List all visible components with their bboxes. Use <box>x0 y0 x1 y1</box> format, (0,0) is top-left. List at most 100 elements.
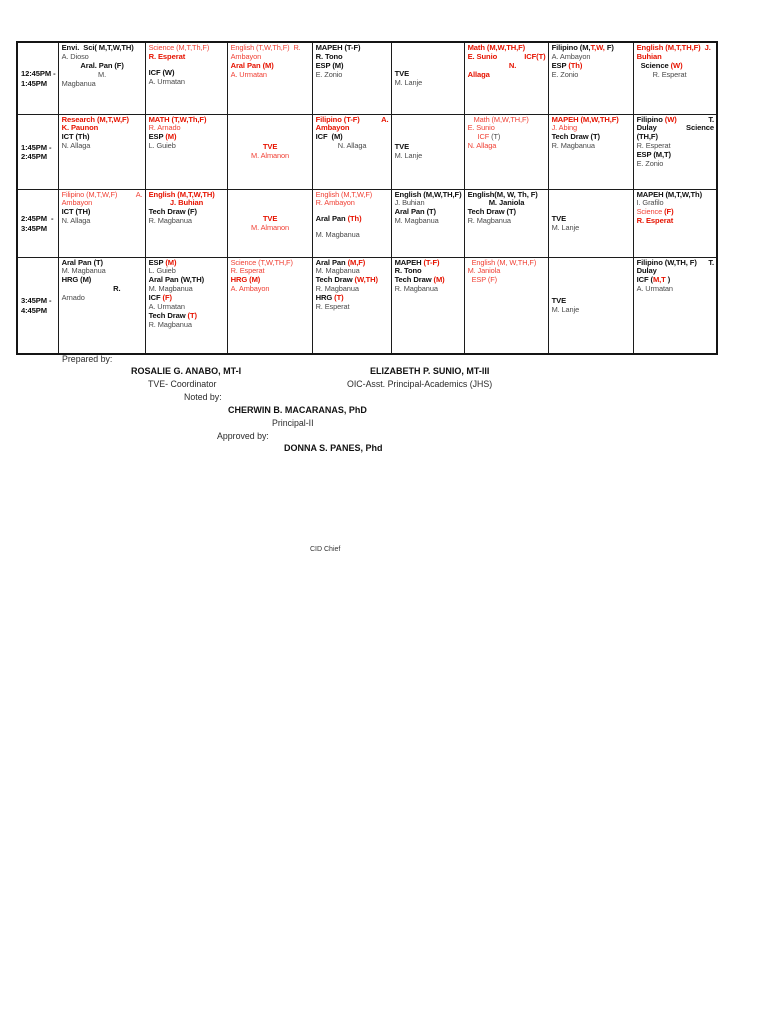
schedule-cell: English (M,T,W,F) R. Ambayon Aral Pan (Th)… <box>311 188 392 258</box>
noted-title: Principal-II <box>272 418 314 428</box>
schedule-cell: Science (M,T,Th,F) R. Esperat ICF (W) A. Ur… <box>144 41 228 115</box>
cell-line: Magbanua <box>62 79 143 89</box>
cell-text: English (T,W,Th,F) R. <box>230 43 301 52</box>
cell-text: Aral Pan <box>315 214 348 224</box>
cell-text: English(M, W, Th, F) <box>467 189 538 199</box>
cell-line: Aral. Pan (F) <box>62 61 143 71</box>
cell-text-group: Filipino (W,TH, F) <box>636 257 697 268</box>
cell-text: ICF <box>477 132 492 142</box>
cell-text: K. Paunon <box>61 123 99 133</box>
cell-text: R. Esperat <box>636 216 674 226</box>
schedule-cell: TVE M. Almanon <box>226 188 313 258</box>
cell-text: M. Lanje <box>551 304 580 314</box>
cell-line: M. Magbanua <box>316 266 389 276</box>
schedule-cell: TVE M. Lanje <box>547 256 634 355</box>
cell-line: Science (M,T,Th,F) <box>149 43 225 53</box>
cell-text: Math (M,W,TH,F) <box>473 114 529 124</box>
cell-text: (M,F) <box>347 257 366 267</box>
cell-line: Allaga <box>468 70 546 80</box>
cell-text: A. Ambayon <box>551 51 591 61</box>
cell-text: MAPEH (T-F) <box>315 43 361 52</box>
cell-text: F) <box>604 43 614 52</box>
cell-line: M. Magbanua <box>149 284 225 294</box>
cell-text: E. Sunio <box>467 123 495 133</box>
cell-text: English (M,T,W,TH) <box>148 189 215 199</box>
cell-line: A. Urmatan <box>149 77 225 87</box>
cell-text: Science <box>686 123 715 133</box>
cell-line: ESP (M,T) <box>637 150 715 160</box>
cell-line: Aral Pan (T) <box>395 207 462 217</box>
cell-line: R. Ambayon <box>316 198 389 208</box>
cell-text: T. <box>708 114 715 124</box>
cell-line: M. Janiola <box>468 198 546 208</box>
cell-line: M. Lanje <box>395 151 462 161</box>
schedule-cell: TVE M. Almanon <box>226 113 313 190</box>
cell-text: R. Magbanua <box>315 284 359 294</box>
cell-text: R. Tono <box>394 266 422 276</box>
cell-text: English (M,W,TH,F) <box>394 189 462 199</box>
time-slot: 12:45PM -1:45PM <box>16 41 59 115</box>
cell-text: Ambayon <box>315 123 350 133</box>
cell-line: M. Janiola <box>467 266 546 276</box>
cell-text: Filipino <box>636 114 665 124</box>
cell-line: (TH,F) <box>637 132 715 142</box>
cell-line: Tech Draw (T) <box>149 311 225 321</box>
cell-text: M. Janiola <box>467 266 501 276</box>
cell-text: Science <box>640 60 671 70</box>
cell-text: R. Esperat <box>230 266 265 276</box>
cell-line: A. Urmatan <box>636 284 715 294</box>
schedule-cell: English (T,W,Th,F) R. Ambayon Aral Pan (M)… <box>226 41 313 115</box>
cell-line: ESP (M) <box>316 61 389 71</box>
schedule-cell: Filipino (M,T,W,F) A. Ambayon ICT (TH) N. Al… <box>57 188 146 258</box>
cell-line: Filipino (M,T,W, F) <box>552 43 631 53</box>
schedule-cell: TVE M. Lanje <box>390 41 465 115</box>
cell-line: ICT (Th) <box>62 132 143 142</box>
cell-text: ESP <box>551 60 569 70</box>
cell-line: ESP (Th) <box>551 60 631 71</box>
cell-line: Arnado <box>62 293 143 303</box>
schedule-cell: Science (T,W,TH,F) R. Esperat HRG (M) A. Am… <box>226 256 313 355</box>
cell-line: Ambayon <box>315 123 389 133</box>
cell-line: Tech Draw (T) <box>468 207 546 217</box>
cell-text: R. Magbanua <box>148 319 192 329</box>
schedule-cell: Filipino (T-F) A. Ambayon ICF (M) N. Allaga <box>311 113 392 190</box>
cell-line: Math (M,W,TH,F) <box>468 43 546 53</box>
cell-line: English (M,T,W,F) <box>316 190 389 200</box>
cell-line: Tech Draw (M) <box>395 275 462 285</box>
cell-line: TVE <box>552 296 631 306</box>
cell-text: (W) <box>664 114 677 124</box>
schedule-cell: Filipino (M,T,W, F) A. Ambayon ESP (Th) E. … <box>547 41 634 115</box>
cell-text: (W) <box>670 60 683 70</box>
cell-text: Filipino (W,TH, F) <box>636 257 697 267</box>
cell-text: TVE <box>551 213 567 223</box>
cell-text: A. Dioso <box>61 51 89 61</box>
cell-text: MAPEH <box>394 257 424 267</box>
cell-text: 1:45PM - <box>21 142 52 152</box>
cell-text: E. Zonio <box>315 69 343 79</box>
cell-line: TVE <box>394 68 462 79</box>
cell-line: A. Urmatan <box>149 302 225 312</box>
schedule-body: 12:45PM -1:45PM Envi. Sci( M,T,W,TH) A. Di… <box>16 41 718 355</box>
schedule-cell: Envi. Sci( M,T,W,TH) A. Dioso Aral. Pan (F… <box>57 41 146 115</box>
cell-line: TVE <box>231 214 310 224</box>
cell-line: R. Esperat <box>637 141 715 151</box>
cell-line: R. Magbanua <box>395 284 462 294</box>
cell-text-group: Filipino (W) <box>636 114 677 125</box>
cell-line: E. Sunio <box>467 123 546 133</box>
cell-line: Tech Draw (W,TH) <box>316 275 389 285</box>
cell-text: MAPEH (M,W,TH,F) <box>551 114 619 124</box>
cell-text: R. Esperat <box>652 69 687 79</box>
cell-line: ESP (F) <box>468 275 546 285</box>
prepared-by-label: Prepared by: <box>62 354 113 364</box>
cell-text: R. Esperat <box>315 302 350 312</box>
cell-text: A. Urmatan <box>636 284 673 294</box>
cell-text: 1:45PM <box>21 78 47 88</box>
schedule-cell: Aral Pan (T) M. Magbanua HRG (M) R. Arnado <box>57 256 146 355</box>
cell-line: M. Magbanua <box>62 266 143 276</box>
cell-text: TVE <box>394 68 410 78</box>
time-line: 3:45PM <box>21 224 56 234</box>
cell-line: MAPEH (T-F) <box>394 257 462 268</box>
cell-line: Aral Pan (Th) <box>315 214 389 224</box>
cell-text: M,T <box>652 275 666 285</box>
